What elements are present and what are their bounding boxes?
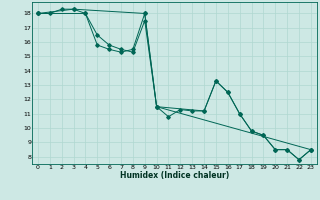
X-axis label: Humidex (Indice chaleur): Humidex (Indice chaleur) [120,171,229,180]
